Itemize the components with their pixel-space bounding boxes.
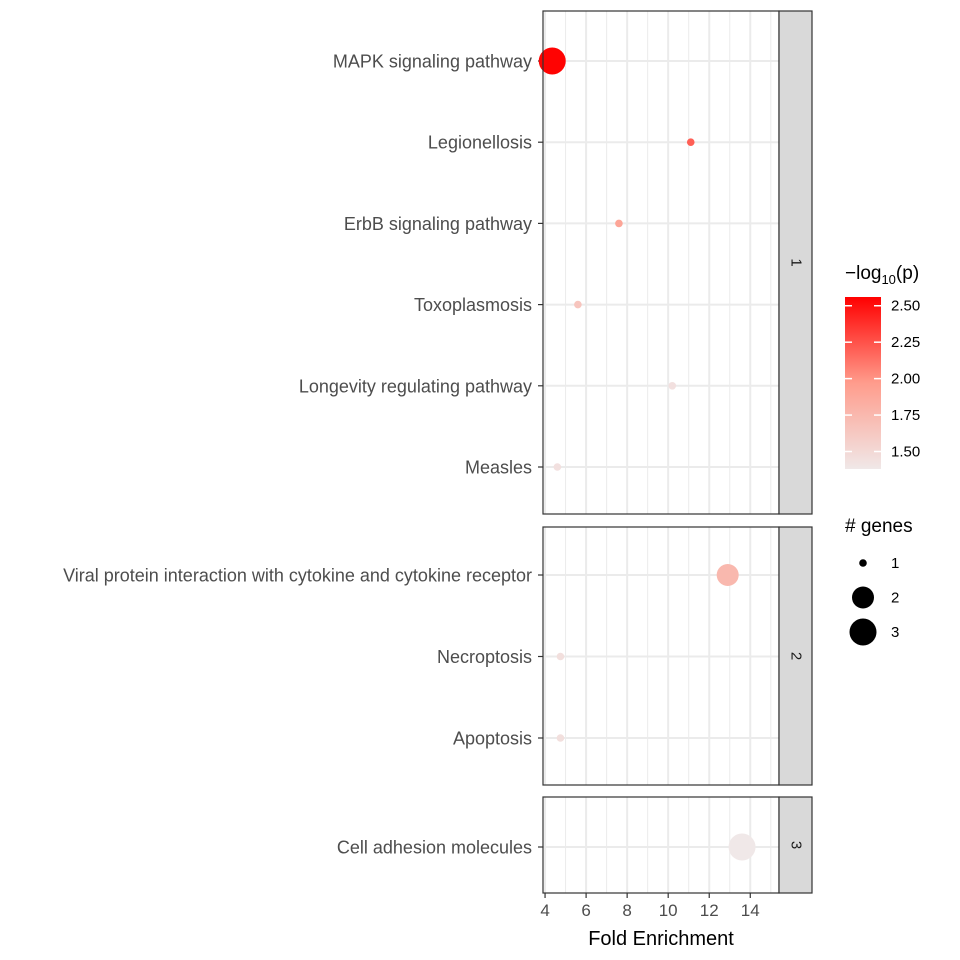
x-axis-title: Fold Enrichment xyxy=(588,928,734,950)
color-legend-title-main: −log xyxy=(845,263,881,284)
panel-background xyxy=(543,11,779,514)
x-tick-label: 4 xyxy=(540,901,549,920)
color-legend-title-sub: 10 xyxy=(881,272,895,287)
facet-strip xyxy=(778,10,813,515)
color-legend-tick-label: 1.50 xyxy=(891,444,920,461)
facet-panel-1: MAPK signaling pathway Legionellosis ErbB … xyxy=(299,10,813,515)
color-legend-tick-label: 2.50 xyxy=(891,298,920,315)
data-point xyxy=(615,219,623,228)
size-legend-items: 1 2 3 xyxy=(849,555,899,646)
x-tick-label: 12 xyxy=(700,901,719,920)
data-point xyxy=(668,382,677,390)
y-tick-label: Cell adhesion molecules xyxy=(337,838,532,858)
data-point xyxy=(574,300,582,309)
color-legend-title: −log10(p) xyxy=(845,263,919,287)
size-legend-label: 2 xyxy=(891,590,899,607)
y-tick-label: Necroptosis xyxy=(437,647,532,667)
color-legend-tick-label: 2.25 xyxy=(891,334,920,351)
y-tick-label: Toxoplasmosis xyxy=(414,295,532,315)
x-tick-label: 14 xyxy=(741,901,760,920)
data-point xyxy=(556,734,565,742)
color-legend-title-tail: (p) xyxy=(896,263,919,284)
y-tick-label: ErbB signaling pathway xyxy=(344,214,532,234)
data-point xyxy=(716,564,739,586)
size-legend-key xyxy=(859,559,867,567)
data-point xyxy=(728,833,756,861)
size-legend-label: 1 xyxy=(891,555,899,572)
color-legend-tick-label: 1.75 xyxy=(891,407,920,424)
facet-strip-label: 2 xyxy=(788,652,805,660)
size-legend-title: # genes xyxy=(845,516,913,537)
size-legend-label: 3 xyxy=(891,624,899,641)
facet-strip xyxy=(778,796,813,894)
size-legend-key xyxy=(852,586,874,609)
y-tick-label: Viral protein interaction with cytokine … xyxy=(63,566,532,586)
color-legend: −log10(p) 1.50 1.75 2.00 2.25 2.50 xyxy=(845,263,920,469)
size-legend: # genes 1 2 3 xyxy=(845,516,913,646)
color-legend-tick-label: 2.00 xyxy=(891,371,920,388)
y-tick-label: Longevity regulating pathway xyxy=(299,376,532,396)
y-tick-label: Apoptosis xyxy=(453,729,532,749)
x-axis: 4 6 8 10 12 14 xyxy=(540,893,760,920)
facet-strip xyxy=(778,526,813,786)
y-tick-label: MAPK signaling pathway xyxy=(333,52,532,72)
facet-strip-label: 3 xyxy=(788,841,805,849)
x-tick-label: 10 xyxy=(659,901,678,920)
y-tick-label: Legionellosis xyxy=(428,133,532,153)
color-legend-bar xyxy=(845,297,881,469)
x-tick-label: 6 xyxy=(581,901,590,920)
facet-panel-3: Cell adhesion molecules 3 xyxy=(337,796,813,894)
panels: MAPK signaling pathway Legionellosis ErbB … xyxy=(63,10,813,894)
facet-strip-label: 1 xyxy=(788,258,805,266)
y-tick-label: Measles xyxy=(465,458,532,478)
data-point xyxy=(538,47,566,75)
data-point xyxy=(556,652,565,661)
facet-panel-2: Viral protein interaction with cytokine … xyxy=(63,526,813,786)
data-point xyxy=(686,138,695,146)
size-legend-key xyxy=(849,618,877,646)
color-legend-ticks: 1.50 1.75 2.00 2.25 2.50 xyxy=(845,298,920,461)
data-point xyxy=(553,463,562,471)
x-tick-label: 8 xyxy=(622,901,631,920)
